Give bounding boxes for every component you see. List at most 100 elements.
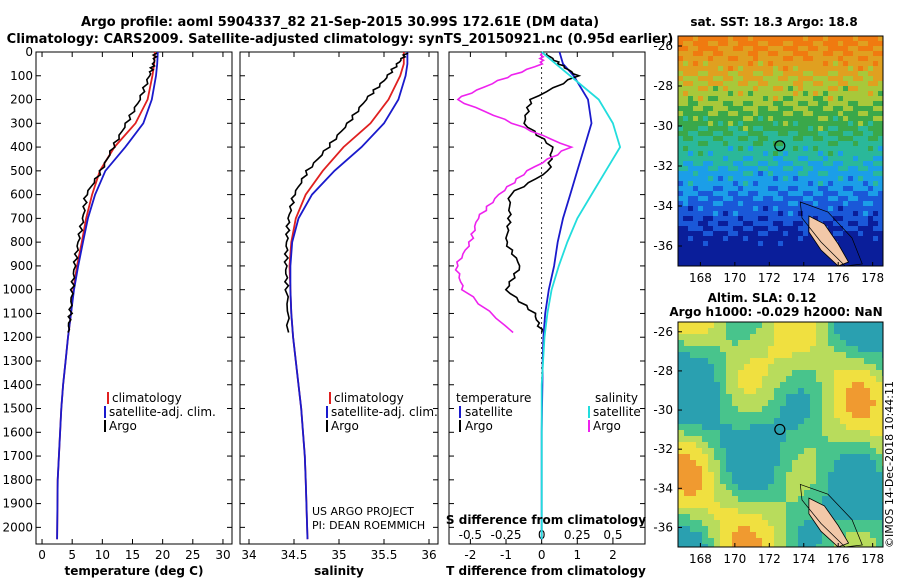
map-cell bbox=[753, 61, 758, 66]
map-cell bbox=[878, 226, 883, 231]
map-cell bbox=[778, 166, 783, 171]
sla-map-frame bbox=[677, 321, 884, 548]
map-cell bbox=[720, 514, 726, 520]
map-cell bbox=[748, 186, 753, 191]
map-cell bbox=[768, 146, 773, 151]
map-cell bbox=[738, 56, 743, 61]
map-cell bbox=[732, 472, 738, 478]
map-cell bbox=[803, 51, 808, 56]
map-cell bbox=[696, 418, 702, 424]
map-cell bbox=[702, 334, 708, 340]
map-cell bbox=[768, 226, 773, 231]
map-cell bbox=[853, 156, 858, 161]
map-cell bbox=[843, 186, 848, 191]
map-cell bbox=[793, 166, 798, 171]
map-cell bbox=[858, 61, 863, 66]
map-cell bbox=[858, 352, 864, 358]
x-tick-label: 2 bbox=[609, 548, 617, 562]
map-cell bbox=[840, 454, 846, 460]
map-cell bbox=[690, 376, 696, 382]
sst-map-frame bbox=[677, 35, 884, 267]
map-cell bbox=[792, 328, 798, 334]
map-cell bbox=[720, 418, 726, 424]
map-cell bbox=[818, 116, 823, 121]
map-cell bbox=[823, 66, 828, 71]
map-cell bbox=[708, 544, 714, 547]
map-cell bbox=[803, 106, 808, 111]
map-cell bbox=[780, 520, 786, 526]
map-cell bbox=[852, 532, 858, 538]
map-cell bbox=[768, 116, 773, 121]
map-cell bbox=[713, 196, 718, 201]
map-cell bbox=[876, 430, 882, 436]
map-cell bbox=[816, 478, 822, 484]
map-cell bbox=[870, 406, 876, 412]
map-cell bbox=[803, 61, 808, 66]
map-cell bbox=[808, 151, 813, 156]
map-cell bbox=[853, 226, 858, 231]
map-cell bbox=[813, 116, 818, 121]
map-cell bbox=[778, 231, 783, 236]
map-cell bbox=[868, 196, 873, 201]
map-cell bbox=[808, 211, 813, 216]
map-cell bbox=[840, 466, 846, 472]
map-cell bbox=[798, 418, 804, 424]
map-cell bbox=[838, 126, 843, 131]
map-cell bbox=[768, 388, 774, 394]
map-cell bbox=[768, 496, 774, 502]
map-cell bbox=[798, 400, 804, 406]
map-cell bbox=[813, 46, 818, 51]
map-cell bbox=[792, 382, 798, 388]
map-cell bbox=[758, 241, 763, 246]
map-cell bbox=[733, 41, 738, 46]
map-cell bbox=[713, 231, 718, 236]
map-cell bbox=[858, 126, 863, 131]
map-cell bbox=[804, 460, 810, 466]
map-cell bbox=[813, 41, 818, 46]
map-cell bbox=[708, 346, 714, 352]
map-cell bbox=[758, 251, 763, 256]
map-cell bbox=[878, 216, 883, 221]
map-cell bbox=[783, 76, 788, 81]
map-cell bbox=[763, 226, 768, 231]
map-cell bbox=[864, 508, 870, 514]
map-cell bbox=[846, 412, 852, 418]
map-cell bbox=[732, 412, 738, 418]
map-cell bbox=[863, 201, 868, 206]
map-cell bbox=[720, 496, 726, 502]
map-cell bbox=[876, 478, 882, 484]
map-cell bbox=[744, 400, 750, 406]
map-cell bbox=[863, 41, 868, 46]
map-cell bbox=[703, 231, 708, 236]
map-cell bbox=[818, 251, 823, 256]
map-cell bbox=[728, 256, 733, 261]
map-cell bbox=[858, 116, 863, 121]
map-cell bbox=[696, 436, 702, 442]
map-cell bbox=[873, 246, 878, 251]
map-cell bbox=[678, 76, 683, 81]
map-cell bbox=[720, 340, 726, 346]
map-cell bbox=[733, 96, 738, 101]
map-cell bbox=[714, 502, 720, 508]
map-cell bbox=[843, 66, 848, 71]
map-cell bbox=[698, 221, 703, 226]
map-cell bbox=[848, 186, 853, 191]
map-cell bbox=[798, 358, 804, 364]
map-y-tick-label: -30 bbox=[653, 119, 673, 133]
map-cell bbox=[738, 36, 743, 41]
map-cell bbox=[804, 490, 810, 496]
map-cell bbox=[744, 544, 750, 547]
map-cell bbox=[693, 156, 698, 161]
map-cell bbox=[708, 454, 714, 460]
map-cell bbox=[738, 502, 744, 508]
map-cell bbox=[726, 490, 732, 496]
map-cell bbox=[748, 106, 753, 111]
map-cell bbox=[714, 400, 720, 406]
map-cell bbox=[853, 61, 858, 66]
map-cell bbox=[713, 146, 718, 151]
map-cell bbox=[748, 246, 753, 251]
map-cell bbox=[718, 81, 723, 86]
map-cell bbox=[748, 221, 753, 226]
map-cell bbox=[783, 226, 788, 231]
map-cell bbox=[698, 211, 703, 216]
